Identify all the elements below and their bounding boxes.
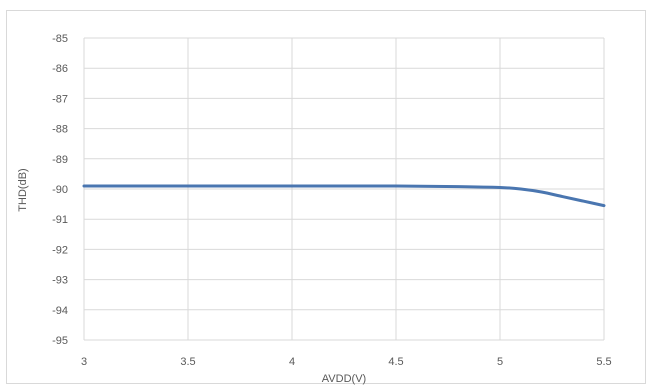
y-tick-label: -87 [52,93,68,105]
x-tick-label: 3 [81,356,87,368]
y-tick-label: -93 [52,275,68,287]
x-tick-label: 4.5 [388,356,403,368]
x-tick-labels: 3 3.5 4 4.5 5 5.5 [81,356,612,368]
y-tick-label: -94 [52,305,68,317]
y-tick-label: -91 [52,214,68,226]
x-tick-label: 5 [497,356,503,368]
y-tick-label: -92 [52,244,68,256]
y-tick-label: -89 [52,154,68,166]
y-tick-label: -90 [52,184,68,196]
y-tick-labels: -85 -86 -87 -88 -89 -90 -91 -92 -93 -94 -95 [52,33,68,347]
y-axis-title: THD(dB) [17,168,29,211]
y-tick-label: -88 [52,124,68,136]
series-line-0 [82,184,606,208]
x-axis-title: AVDD(V) [322,373,366,385]
y-tick-label: -86 [52,63,68,75]
chart-frame [6,10,646,384]
y-tick-label: -95 [52,335,68,347]
series-layer [82,184,606,208]
x-tick-label: 3.5 [180,356,195,368]
y-tick-label: -85 [52,33,68,45]
x-tick-label: 4 [289,356,295,368]
x-tick-label: 5.5 [596,356,611,368]
